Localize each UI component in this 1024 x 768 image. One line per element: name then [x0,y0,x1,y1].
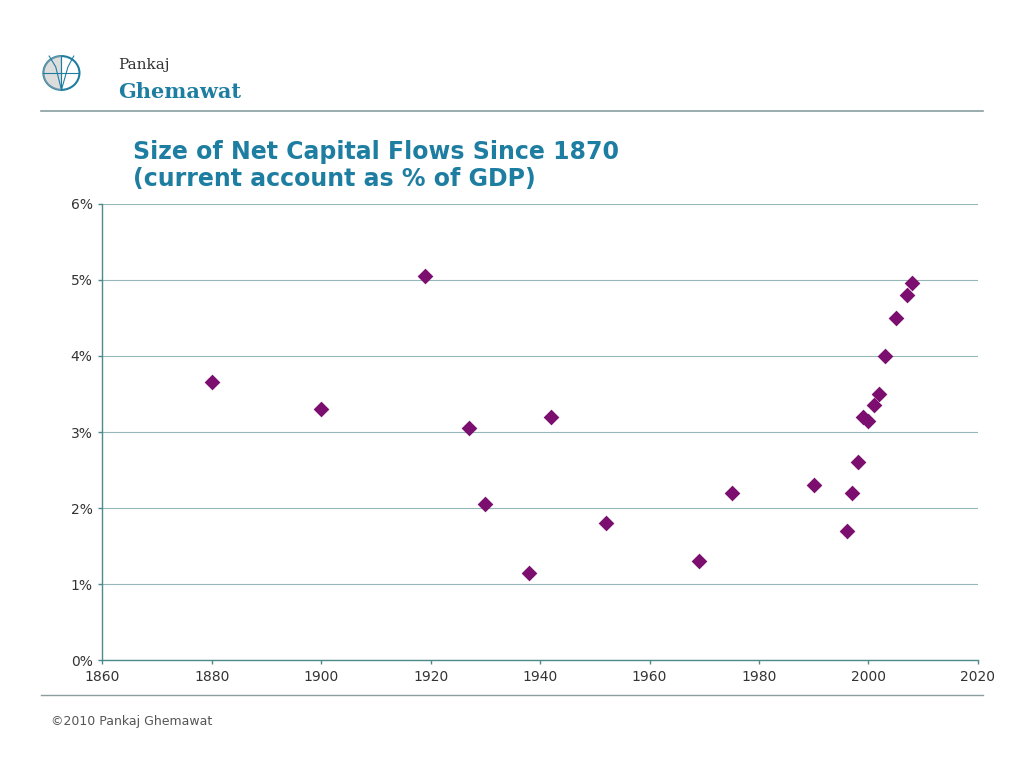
Point [839,525,855,537]
Text: Pankaj: Pankaj [118,58,169,72]
Point [860,415,877,427]
Point [598,518,614,530]
Text: (current account as % of GDP): (current account as % of GDP) [133,167,536,191]
Point [313,403,330,415]
Text: Size of Net Capital Flows Since 1870: Size of Net Capital Flows Since 1870 [133,140,620,164]
Point [871,388,888,400]
Point [724,487,740,499]
Point [877,349,893,362]
Point [865,399,882,412]
Point [855,411,871,423]
Point [690,555,707,568]
Point [521,567,538,579]
Point [844,487,860,499]
Point [888,312,904,324]
Point [477,498,494,511]
Point [806,479,822,492]
Point [899,289,915,301]
Point [904,277,921,290]
Point [849,456,865,468]
Point [543,411,559,423]
Point [461,422,477,435]
Point [204,376,220,389]
Point [417,270,433,282]
Text: Ghemawat: Ghemawat [118,82,241,102]
Text: ©2010 Pankaj Ghemawat: ©2010 Pankaj Ghemawat [51,716,212,728]
Wedge shape [43,56,61,90]
